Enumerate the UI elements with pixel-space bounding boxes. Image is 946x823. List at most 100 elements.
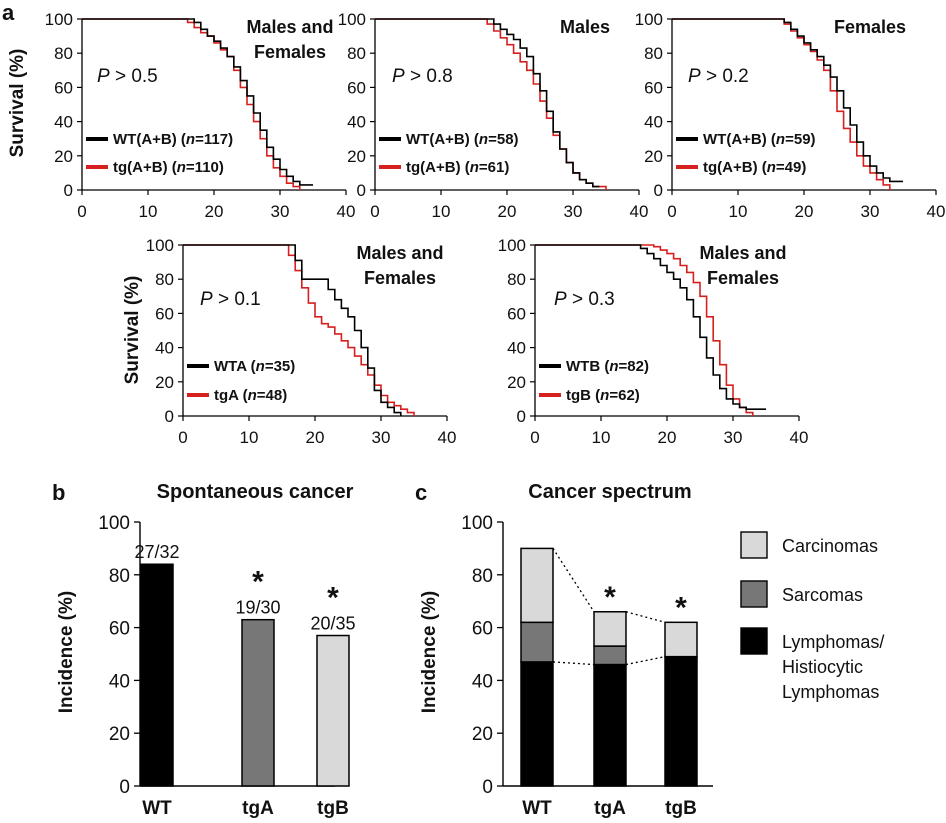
legend-label: WT(A+B) (n=58) (406, 131, 519, 148)
legend-label: tg(A+B) (n=49) (703, 159, 806, 176)
legend-n-symbol: n (767, 159, 776, 176)
legend-label: WT(A+B) (n=117) (113, 131, 233, 148)
connector-dotted (552, 548, 595, 613)
p-symbol: P (554, 289, 567, 310)
y-tick-label: 100 (498, 236, 526, 255)
legend-n-symbol: n (248, 387, 257, 404)
p-threshold: > 0.3 (567, 289, 615, 310)
x-tick-label: 10 (592, 428, 611, 447)
km-panel-5: 0 20 40 60 80 100 0 10 20 30 40 Males and Females P >… (498, 236, 809, 447)
legend-n-symbol: n (609, 358, 618, 375)
legend-paren: ( (600, 358, 609, 375)
legend-paren: ( (238, 387, 247, 404)
legend-label: tgB (n=62) (566, 387, 640, 404)
stack-segment-carcinomas (664, 621, 698, 658)
survival-curve-wta (183, 244, 402, 416)
bar-tgb (316, 634, 350, 787)
km-title-line: Males and (246, 17, 333, 37)
x-tick-label: 0 (77, 202, 86, 221)
km-title-line: Females (707, 268, 779, 288)
x-tick-label: 10 (240, 428, 259, 447)
legend-paren: ) (290, 358, 295, 375)
y-tick-label: 20 (109, 724, 130, 745)
survival-curve-wt-a-b- (82, 18, 313, 186)
panel-c-label: c (415, 480, 427, 505)
y-tick-label: 100 (461, 513, 493, 534)
x-tick-label: 20 (498, 202, 517, 221)
legend-swatch-carcinomas (740, 531, 768, 559)
y-tick-label: 40 (54, 113, 73, 132)
km-title-line: Females (254, 42, 326, 62)
x-tick-label: 0 (370, 202, 379, 221)
legend-n-symbol: n (256, 358, 265, 375)
x-tick-label: 20 (306, 428, 325, 447)
legend-label: Lymphomas/ (782, 632, 884, 652)
km-panel-3: 0 20 40 60 80 100 0 10 20 30 40 Females P > 0.2 WT(A+… (635, 10, 946, 221)
legend-paren: ) (504, 159, 509, 176)
km-title-line: Males (560, 17, 610, 37)
legend-swatch-sarcomas (740, 580, 768, 608)
survival-curve-wt-a-b- (375, 18, 600, 188)
x-category-label: tgA (594, 798, 626, 819)
stack-segment-carcinomas (593, 611, 627, 647)
p-threshold: > 0.1 (213, 289, 261, 310)
connector-dotted (625, 611, 666, 623)
spontaneous-cancer-title: Spontaneous cancer (157, 481, 354, 503)
y-tick-label: 80 (347, 44, 366, 63)
x-tick-label: 30 (564, 202, 583, 221)
legend-paren: ( (758, 159, 767, 176)
cancer-spectrum-chart: 0 20 40 60 80 100 WT * tgA * tgB Carcinomas Sarcomas… (461, 513, 884, 819)
significance-star: * (252, 566, 264, 599)
legend-series-name: tgA (214, 387, 239, 404)
significance-star: * (604, 581, 616, 614)
y-tick-label: 40 (109, 671, 130, 692)
y-tick-label: 80 (507, 270, 526, 289)
x-tick-label: 40 (790, 428, 809, 447)
km-title-line: Males and (699, 243, 786, 263)
survival-axis-label-bottom: Survival (%) (122, 276, 143, 385)
legend-paren: ) (514, 131, 519, 148)
survival-curve-wtb (535, 244, 766, 410)
y-tick-label: 60 (472, 619, 493, 640)
survival-axis-label-top: Survival (%) (7, 49, 28, 158)
legend-n-value: =48 (257, 387, 282, 404)
incidence-axis-label-c: Incidence (%) (419, 591, 440, 713)
y-tick-label: 20 (155, 373, 174, 392)
y-tick-label: 0 (64, 181, 73, 200)
y-tick-label: 0 (654, 181, 663, 200)
connector-dotted (552, 661, 595, 666)
bar-tga (241, 618, 275, 787)
legend-n-value: =61 (479, 159, 504, 176)
km-panel-2: 0 20 40 60 80 100 0 10 20 30 40 Males P > 0.8 WT(A+B)… (338, 10, 649, 221)
stack-segment-sarcomas (520, 621, 554, 663)
p-threshold: > 0.2 (701, 66, 749, 87)
legend-n-symbol: n (177, 159, 186, 176)
legend-paren: ( (177, 131, 186, 148)
x-tick-label: 10 (139, 202, 158, 221)
km-title-line: Females (364, 268, 436, 288)
cancer-spectrum-title: Cancer spectrum (528, 481, 691, 503)
bar-value-label: 27/32 (134, 542, 179, 562)
y-tick-label: 0 (357, 181, 366, 200)
y-tick-label: 80 (54, 44, 73, 63)
x-tick-label: 0 (178, 428, 187, 447)
y-tick-label: 100 (146, 236, 174, 255)
legend-label: tgA (n=48) (214, 387, 287, 404)
legend-n-value: =49 (776, 159, 801, 176)
y-tick-label: 40 (347, 113, 366, 132)
legend-series-name: WT(A+B) (113, 131, 177, 148)
stack-segment-lymphomas (593, 663, 627, 787)
y-tick-label: 20 (347, 147, 366, 166)
survival-curve-wt-a-b- (672, 18, 903, 183)
legend-label: tg(A+B) (n=61) (406, 159, 509, 176)
legend-series-name: tg(A+B) (703, 159, 758, 176)
legend-label: Lymphomas (782, 682, 879, 702)
y-tick-label: 20 (644, 147, 663, 166)
legend-n-symbol: n (600, 387, 609, 404)
survival-curve-tgb (535, 244, 754, 416)
legend-label: WTA (n=35) (214, 358, 295, 375)
x-tick-label: 40 (337, 202, 356, 221)
y-tick-label: 0 (482, 777, 493, 798)
